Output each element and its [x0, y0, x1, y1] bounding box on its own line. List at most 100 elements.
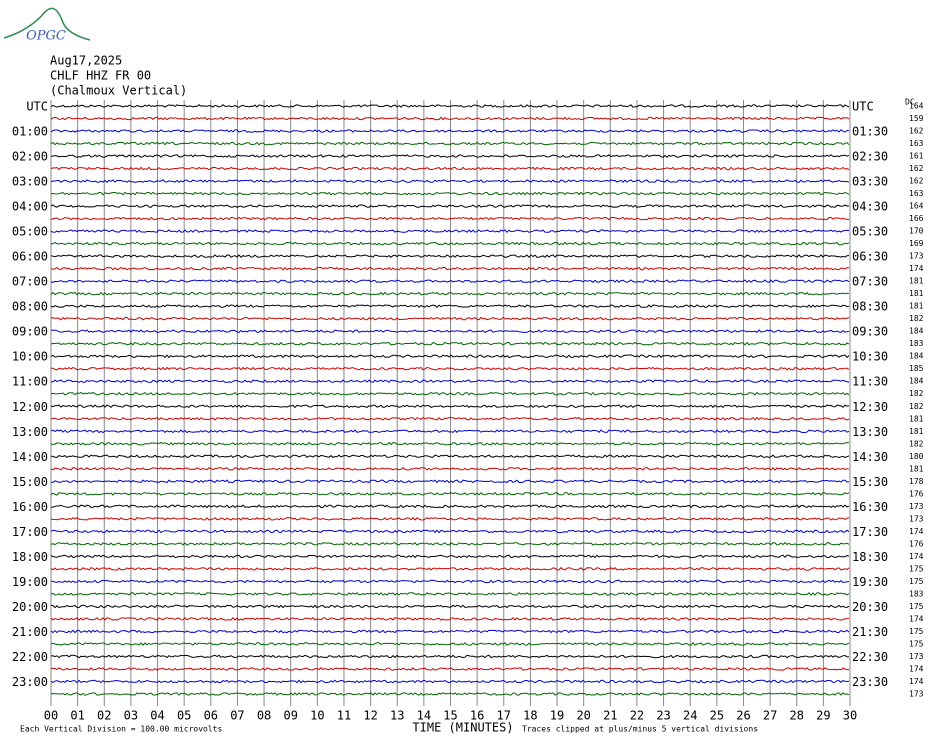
dc-value: 161 — [909, 152, 924, 161]
trace — [50, 592, 850, 596]
x-tick-label: 14 — [417, 709, 431, 723]
dc-value: 181 — [909, 427, 924, 436]
left-time-label: 09:00 — [12, 325, 48, 339]
left-time-label: 20:00 — [12, 600, 48, 614]
x-axis-label: TIME (MINUTES) — [412, 721, 513, 735]
left-time-label: 10:00 — [12, 350, 48, 364]
x-tick-label: 30 — [843, 709, 857, 723]
right-time-label: 22:30 — [852, 650, 888, 664]
trace — [50, 604, 850, 609]
dc-value: 174 — [909, 664, 924, 673]
right-time-label: UTC — [852, 100, 874, 114]
right-time-label: 01:30 — [852, 125, 888, 139]
x-tick-label: 16 — [470, 709, 484, 723]
x-tick-label: 08 — [257, 709, 271, 723]
left-time-label: 03:00 — [12, 175, 48, 189]
trace — [50, 692, 850, 696]
dc-value: 181 — [909, 302, 924, 311]
logo: OPGC — [26, 29, 66, 44]
trace — [50, 391, 850, 396]
trace — [50, 279, 850, 284]
x-tick-label: 04 — [150, 709, 164, 723]
trace — [50, 329, 850, 334]
trace — [50, 679, 850, 684]
dc-value: 174 — [909, 677, 924, 686]
trace — [50, 629, 850, 634]
trace — [50, 179, 850, 183]
right-time-label: 10:30 — [852, 350, 888, 364]
x-tick-label: 15 — [443, 709, 457, 723]
trace — [51, 479, 850, 484]
right-time-label: 05:30 — [852, 225, 888, 239]
dc-value: 162 — [909, 164, 924, 173]
x-tick-label: 29 — [816, 709, 830, 723]
x-tick-label: 03 — [124, 709, 138, 723]
x-tick-label: 25 — [710, 709, 724, 723]
left-time-label: 16:00 — [12, 500, 48, 514]
trace — [50, 266, 850, 271]
right-time-label: 15:30 — [852, 475, 888, 489]
trace — [50, 642, 850, 646]
left-time-label: 15:00 — [12, 475, 48, 489]
trace — [50, 316, 850, 321]
trace — [50, 554, 850, 559]
trace — [50, 466, 850, 471]
left-time-label: 22:00 — [12, 650, 48, 664]
right-time-label: 14:30 — [852, 450, 888, 464]
trace — [50, 104, 850, 108]
trace — [50, 416, 850, 421]
dc-value: 173 — [909, 514, 924, 523]
dc-value: 173 — [909, 502, 924, 511]
dc-value: 173 — [909, 252, 924, 261]
dc-value: 170 — [909, 227, 924, 236]
x-tick-label: 06 — [204, 709, 218, 723]
trace — [50, 166, 850, 171]
right-time-label: 17:30 — [852, 525, 888, 539]
x-tick-label: 07 — [230, 709, 244, 723]
right-time-label: 07:30 — [852, 275, 888, 289]
right-time-label: 09:30 — [852, 325, 888, 339]
trace — [50, 341, 850, 346]
right-time-label: 12:30 — [852, 400, 888, 414]
dc-value: 175 — [909, 564, 924, 573]
trace — [50, 254, 850, 259]
trace — [50, 441, 850, 446]
x-tick-label: 02 — [97, 709, 111, 723]
left-time-label: 11:00 — [12, 375, 48, 389]
scale-note: Each Vertical Division = 100.00 microvol… — [20, 725, 222, 734]
right-time-label: 18:30 — [852, 550, 888, 564]
x-tick-label: 12 — [363, 709, 377, 723]
right-time-label: 13:30 — [852, 425, 888, 439]
dc-value: 162 — [909, 177, 924, 186]
dc-value: 184 — [909, 352, 924, 361]
trace — [50, 516, 850, 521]
right-time-label: 08:30 — [852, 300, 888, 314]
dc-value: 174 — [909, 264, 924, 273]
right-time-label: 11:30 — [852, 375, 888, 389]
dc-value: 184 — [909, 327, 924, 336]
trace — [50, 429, 850, 434]
right-time-label: 02:30 — [852, 150, 888, 164]
dc-value: 184 — [909, 377, 924, 386]
trace — [50, 567, 850, 571]
left-time-label: 06:00 — [12, 250, 48, 264]
trace — [50, 141, 850, 146]
x-tick-label: 28 — [790, 709, 804, 723]
x-tick-label: 27 — [763, 709, 777, 723]
dc-value: 181 — [909, 464, 924, 473]
x-tick-label: 19 — [550, 709, 564, 723]
right-time-label: 23:30 — [852, 675, 888, 689]
left-time-label: 07:00 — [12, 275, 48, 289]
left-time-label: UTC — [26, 100, 48, 114]
dc-value: 175 — [909, 602, 924, 611]
right-time-label: 03:30 — [852, 175, 888, 189]
dc-value: 173 — [909, 690, 924, 699]
left-time-label: 05:00 — [12, 225, 48, 239]
dc-value: 182 — [909, 314, 924, 323]
trace — [50, 366, 850, 371]
left-time-label: 13:00 — [12, 425, 48, 439]
dc-value: 178 — [909, 477, 924, 486]
dc-value: 183 — [909, 339, 924, 348]
right-time-label: 19:30 — [852, 575, 888, 589]
x-tick-label: 05 — [177, 709, 191, 723]
